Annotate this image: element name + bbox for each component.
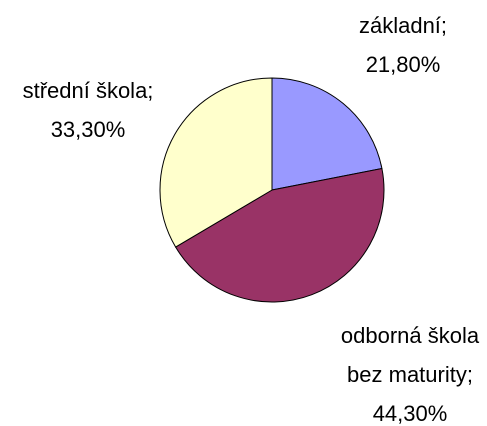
value-label: 33,30% [50, 117, 126, 142]
value-label: 44,30% [372, 401, 448, 426]
pie-slice [159, 77, 273, 248]
pie-slice [271, 77, 383, 191]
category-label: základní; [358, 13, 448, 38]
value-label: 21,80% [365, 52, 441, 77]
slice-label: odborná škola bez maturity; 44,30% [320, 316, 487, 426]
category-label: odborná škola bez maturity; [340, 323, 480, 387]
category-label: střední škola; [22, 78, 154, 103]
slice-label: střední škola; 33,30% [0, 71, 178, 149]
pie-slice [174, 167, 385, 303]
slice-label: základní; 21,80% [313, 6, 487, 84]
